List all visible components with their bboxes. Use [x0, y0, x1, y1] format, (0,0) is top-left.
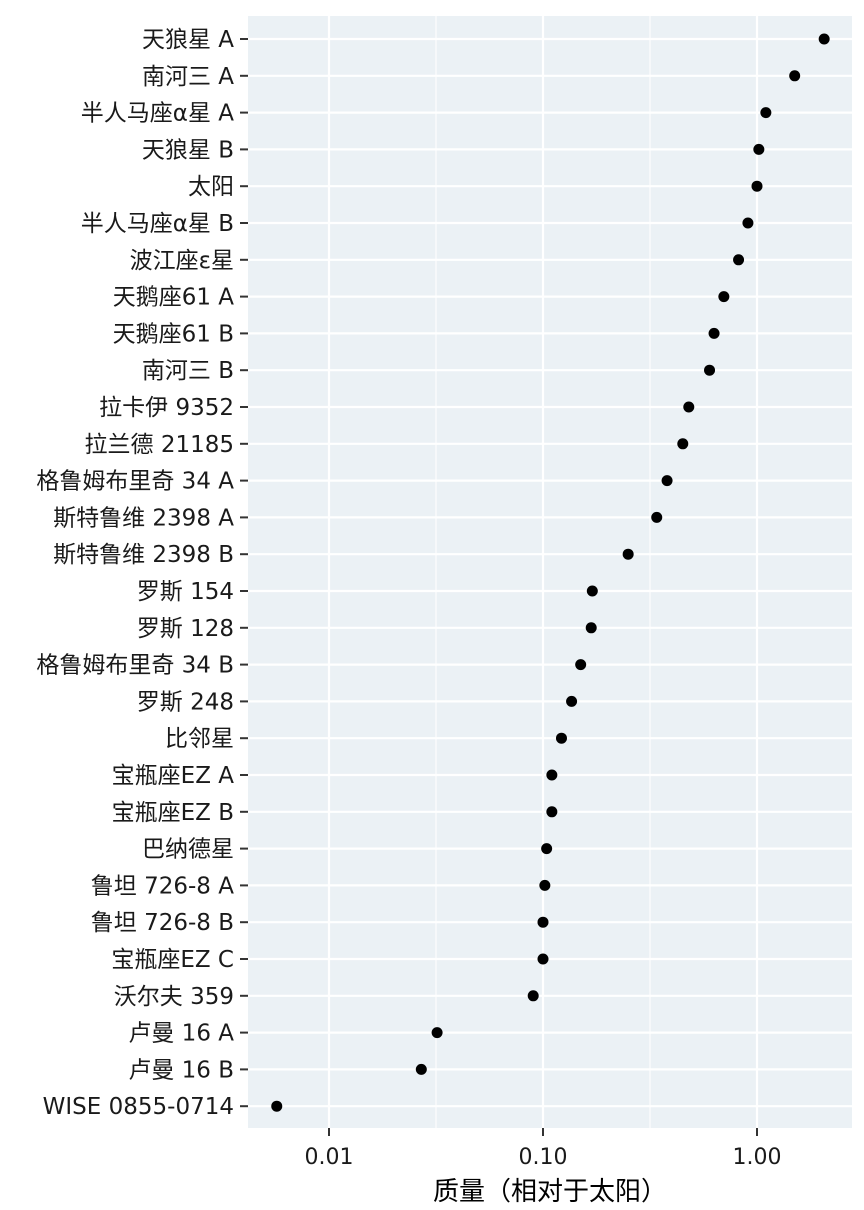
y-tick-label: 卢曼 16 A: [128, 1021, 234, 1047]
data-point: [677, 438, 689, 450]
x-tick-label: 0.10: [519, 1145, 568, 1170]
y-tick-label: 天鹅座61 B: [113, 321, 234, 347]
y-tick-label: 罗斯 248: [137, 689, 234, 715]
y-tick-label: 南河三 A: [142, 64, 234, 90]
y-tick-label: 比邻星: [165, 726, 234, 752]
data-point: [622, 548, 634, 560]
y-tick-label: 天狼星 B: [142, 137, 234, 163]
data-point: [431, 1027, 443, 1039]
y-tick-label: 沃尔夫 359: [114, 984, 234, 1010]
x-tick-label: 0.01: [305, 1145, 354, 1170]
data-point: [415, 1063, 427, 1075]
data-point: [527, 990, 539, 1002]
data-point: [585, 622, 597, 634]
y-tick-label: 拉卡伊 9352: [99, 395, 234, 421]
y-tick-label: 鲁坦 726-8 B: [91, 910, 234, 936]
y-tick-label: 格鲁姆布里奇 34 B: [36, 653, 234, 679]
data-point: [718, 291, 730, 303]
data-point: [704, 364, 716, 376]
x-axis: 0.01 0.10 1.00: [305, 1128, 782, 1170]
y-tick-label: 太阳: [188, 174, 234, 200]
data-point: [271, 1100, 283, 1112]
data-point: [789, 70, 801, 82]
data-points: [271, 33, 830, 1112]
data-point: [546, 806, 558, 818]
y-tick-label: 半人马座α星 B: [81, 211, 234, 237]
plot-panel: [248, 16, 852, 1128]
data-point: [537, 953, 549, 965]
data-point: [575, 659, 587, 671]
data-point: [760, 107, 772, 119]
y-tick-label: 宝瓶座EZ C: [111, 947, 234, 973]
data-point: [539, 879, 551, 891]
y-tick-label: 宝瓶座EZ A: [112, 763, 235, 789]
data-point: [742, 217, 754, 229]
y-tick-label: 鲁坦 726-8 A: [91, 873, 234, 899]
data-point: [566, 695, 578, 707]
y-tick-label: 拉兰德 21185: [85, 432, 234, 458]
y-tick-label: WISE 0855-0714: [43, 1094, 234, 1120]
data-point: [555, 732, 567, 744]
y-tick-label: 巴纳德星: [142, 837, 234, 863]
data-point: [586, 585, 598, 597]
y-tick-label: 波江座ε星: [130, 248, 234, 274]
y-tick-label: 斯特鲁维 2398 A: [53, 505, 234, 531]
y-tick-label: 格鲁姆布里奇 34 A: [36, 469, 234, 495]
y-tick-label: 天鹅座61 A: [113, 285, 235, 311]
data-point: [708, 327, 720, 339]
data-point: [683, 401, 695, 413]
data-point: [537, 916, 549, 928]
data-point: [753, 143, 765, 155]
data-point: [733, 254, 745, 266]
data-point: [651, 511, 663, 523]
y-tick-label: 罗斯 154: [137, 579, 234, 605]
y-tick-label: 南河三 B: [142, 358, 234, 384]
y-tick-label: 罗斯 128: [137, 616, 234, 642]
data-point: [818, 33, 830, 45]
data-point: [751, 180, 763, 192]
y-tick-label: 半人马座α星 A: [81, 101, 234, 127]
data-point: [541, 843, 553, 855]
grid: [248, 16, 852, 1128]
x-axis-title: 质量（相对于太阳）: [433, 1177, 667, 1207]
data-point: [546, 769, 558, 781]
data-point: [661, 475, 673, 487]
y-tick-label: 天狼星 A: [142, 27, 234, 53]
y-tick-label: 斯特鲁维 2398 B: [53, 542, 234, 568]
y-tick-label: 卢曼 16 B: [128, 1057, 234, 1083]
y-tick-label: 宝瓶座EZ B: [112, 800, 234, 826]
x-tick-label: 1.00: [733, 1145, 782, 1170]
